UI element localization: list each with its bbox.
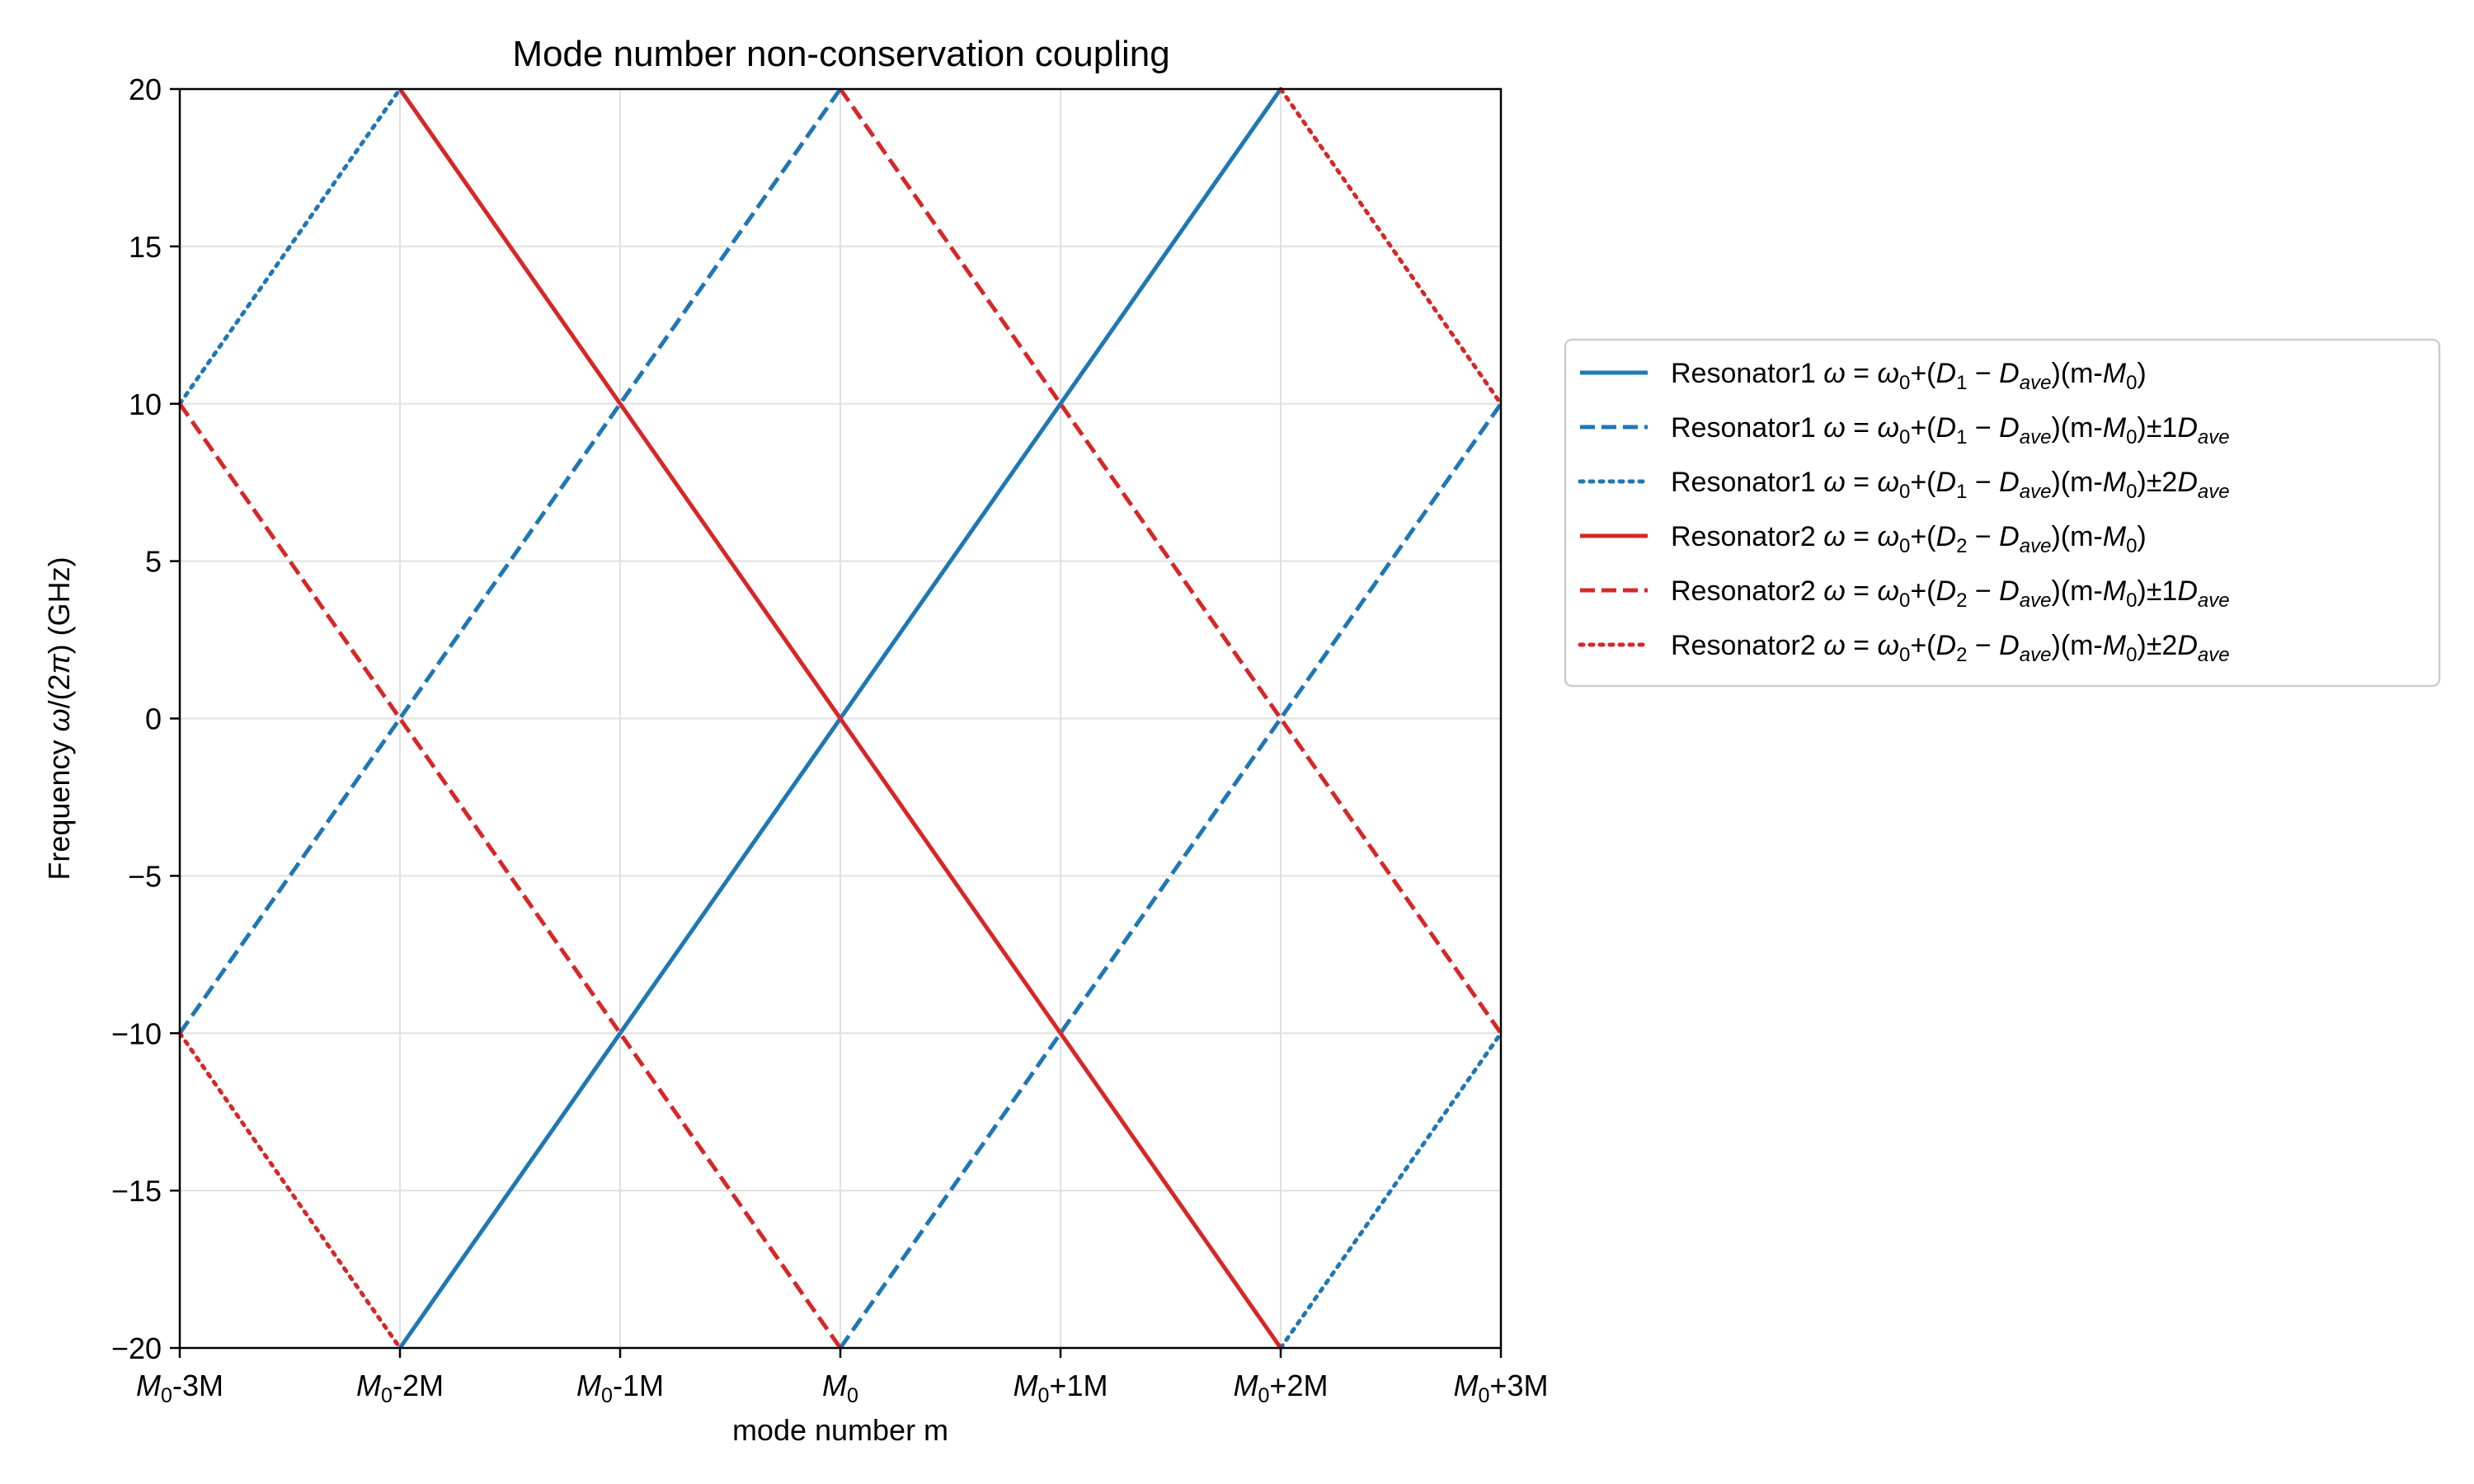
- y-tick-label: −20: [111, 1331, 162, 1365]
- legend-label: Resonator2 ω = ω0+(D2 − Dave)(m-M0)±2Dav…: [1671, 630, 2230, 666]
- y-tick-label: −15: [111, 1174, 162, 1208]
- x-tick-label: M0-2M: [356, 1369, 444, 1407]
- x-tick-label: M0+3M: [1454, 1369, 1549, 1407]
- y-tick-label: −5: [128, 859, 162, 893]
- y-tick-label: 0: [145, 702, 162, 736]
- legend-box: [1564, 338, 2441, 688]
- legend-label: Resonator1 ω = ω0+(D1 − Dave)(m-M0): [1671, 358, 2147, 394]
- legend-label: Resonator1 ω = ω0+(D1 − Dave)(m-M0)±1Dav…: [1671, 412, 2230, 448]
- legend-label: Resonator2 ω = ω0+(D2 − Dave)(m-M0)±1Dav…: [1671, 575, 2230, 612]
- y-axis: −20 −15 −10 −5 0 5 10 15 20: [111, 73, 180, 1365]
- grid: [179, 88, 1502, 1349]
- x-tick-label: M0+2M: [1234, 1369, 1329, 1407]
- legend: Resonator1 ω = ω0+(D1 − Dave)(m-M0) Reson…: [1564, 338, 2441, 688]
- x-tick-label: M0+1M: [1014, 1369, 1108, 1407]
- x-tick-label: M0: [822, 1369, 858, 1407]
- legend-label: Resonator1 ω = ω0+(D1 − Dave)(m-M0)±2Dav…: [1671, 467, 2230, 503]
- series-line-3-segment-0: [397, 87, 1283, 1350]
- series-line-5-segment-1: [1278, 87, 1503, 406]
- x-axis-title: mode number m: [732, 1413, 948, 1447]
- y-tick-label: 10: [129, 387, 162, 421]
- y-tick-label: 15: [129, 230, 162, 264]
- y-tick-label: −10: [111, 1017, 162, 1050]
- x-tick-label: M0-3M: [136, 1369, 223, 1407]
- series-line-5-segment-0: [177, 1031, 402, 1350]
- y-tick-label: 20: [129, 73, 162, 106]
- series-line-2-segment-0: [177, 87, 402, 406]
- series-line-2-segment-1: [1278, 1031, 1503, 1350]
- x-axis: M0-3M M0-2M M0-1M M0 M0+1M M0+2M M0+3M: [136, 1348, 1548, 1407]
- y-axis-title: Frequency ω/(2π) (GHz): [42, 556, 76, 880]
- y-tick-label: 5: [145, 545, 162, 579]
- chart-title: Mode number non-conservation coupling: [512, 34, 1169, 74]
- plot-lines: [177, 87, 1503, 1350]
- legend-label: Resonator2 ω = ω0+(D2 − Dave)(m-M0): [1671, 521, 2147, 557]
- x-tick-label: M0-1M: [576, 1369, 664, 1407]
